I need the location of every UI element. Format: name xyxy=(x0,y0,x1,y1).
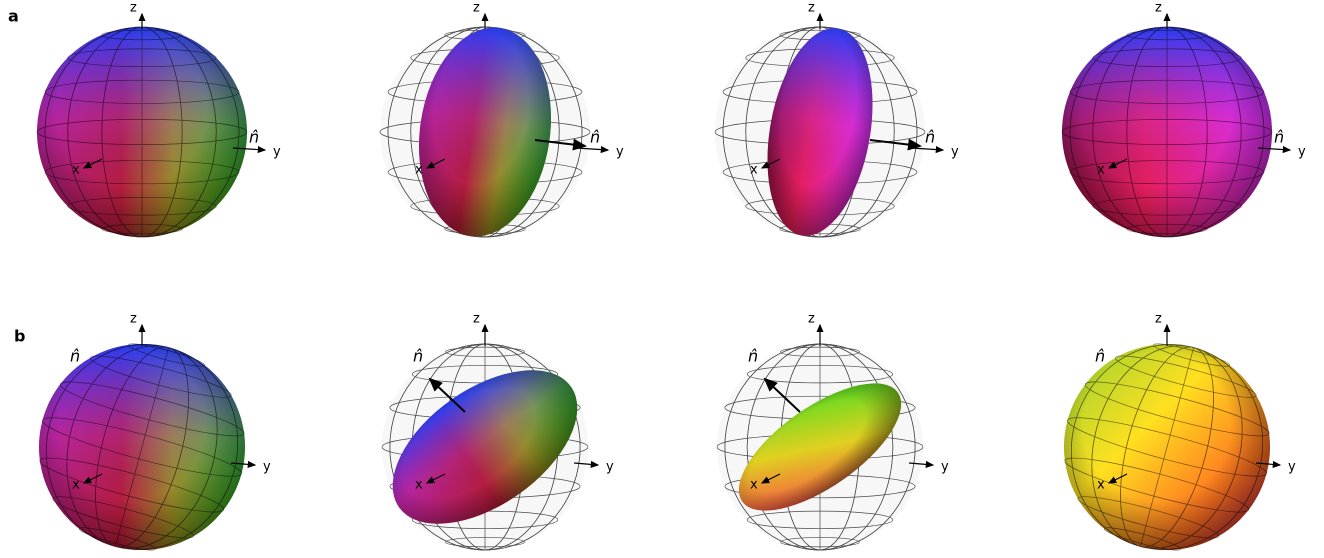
y-label: y xyxy=(616,145,624,160)
n-hat-label: n̂ xyxy=(1274,128,1284,147)
plot: z y x n̂ xyxy=(16,312,271,558)
z-label: z xyxy=(130,1,137,16)
y-label: y xyxy=(1298,145,1306,160)
n-hat-label: n̂ xyxy=(70,347,80,366)
y-label: y xyxy=(263,460,271,475)
x-label: x xyxy=(750,163,758,178)
plot: z y x n̂ xyxy=(366,312,614,555)
y-label: y xyxy=(941,460,949,475)
z-label: z xyxy=(473,312,480,327)
x-label: x xyxy=(1097,163,1105,178)
n-hat-label: n̂ xyxy=(249,128,259,147)
plot: z y x n̂ xyxy=(1062,1,1306,238)
x-label: x xyxy=(750,478,758,493)
n-hat-label: n̂ xyxy=(590,128,600,147)
plot: z y x n̂ xyxy=(717,312,949,551)
z-label: z xyxy=(808,312,815,327)
panel-label: a xyxy=(8,7,19,26)
n-hat-label: n̂ xyxy=(413,347,423,366)
plot: z y x n̂ xyxy=(715,1,959,245)
figure: a b zyxn̂zyxn̂zyxn̂zyxn̂zyxn̂zyxn̂zyxn̂z… xyxy=(0,0,1324,558)
z-label: z xyxy=(1155,312,1162,327)
n-hat-label: n̂ xyxy=(748,347,758,366)
y-label: y xyxy=(951,145,959,160)
x-label: x xyxy=(72,163,80,178)
x-label: x xyxy=(415,163,423,178)
plot: z y x n̂ xyxy=(380,1,624,246)
x-label: x xyxy=(1097,478,1105,493)
n-hat-label: n̂ xyxy=(925,128,935,147)
y-label: y xyxy=(273,145,281,160)
z-label: z xyxy=(473,1,480,16)
panel-label: b xyxy=(14,327,25,346)
y-label: y xyxy=(1288,460,1296,475)
plot: z y x n̂ xyxy=(37,1,281,238)
n-hat-label: n̂ xyxy=(1095,347,1105,366)
z-label: z xyxy=(130,312,137,327)
plot: z y x n̂ xyxy=(1041,312,1296,558)
x-label: x xyxy=(72,478,80,493)
y-label: y xyxy=(606,460,614,475)
z-label: z xyxy=(1155,1,1162,16)
x-label: x xyxy=(415,478,423,493)
z-label: z xyxy=(808,1,815,16)
